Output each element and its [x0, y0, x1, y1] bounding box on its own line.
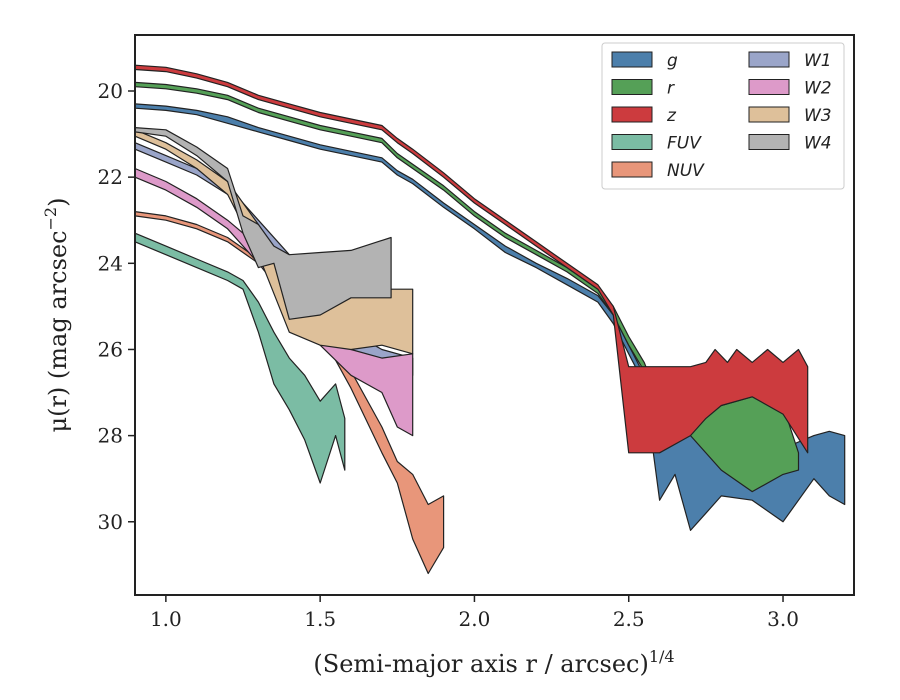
x-tick-label: 2.0	[459, 607, 491, 631]
legend-swatch-g	[611, 51, 653, 68]
legend-swatch-r	[611, 79, 653, 95]
legend-label-w3: W3	[804, 106, 832, 126]
x-tick-label: 3.0	[767, 607, 799, 631]
area-z	[134, 64, 809, 454]
area-w4	[134, 126, 392, 320]
plot-frame	[134, 34, 855, 596]
legend: grz FUV NUV W1 W2 W3 W4	[601, 42, 845, 190]
legend-swatch-w4	[748, 134, 790, 150]
area-fuv	[134, 232, 346, 484]
legend-label-w2: W2	[804, 79, 832, 99]
y-tick-label: 26	[98, 337, 123, 361]
y-tick-label: 30	[98, 510, 123, 534]
legend-label-fuv: FUV	[667, 134, 702, 154]
legend-entries: grz FUV NUV W1 W2 W3 W4	[611, 51, 832, 181]
y-axis: 20 22 24 26 28 30	[98, 79, 135, 534]
x-tick-label: 1.5	[304, 607, 336, 631]
x-axis-label: (Semi-major axis r / arcsec)1/4	[313, 647, 674, 678]
legend-swatch-w2	[748, 79, 790, 95]
y-tick-label: 24	[98, 251, 123, 275]
x-axis: 1.0 1.5 2.0 2.5 3.0	[150, 595, 799, 631]
area-r	[134, 81, 800, 493]
y-axis-label-close: )	[44, 198, 72, 207]
legend-swatch-fuv	[611, 134, 653, 150]
legend-label-r: r	[667, 79, 675, 99]
y-tick-label: 20	[98, 79, 123, 103]
x-tick-label: 1.0	[150, 607, 182, 631]
series-areas	[134, 64, 846, 575]
legend-label-g: g	[667, 51, 678, 71]
legend-swatch-w1	[748, 51, 790, 68]
legend-label-w1: W1	[804, 51, 832, 71]
y-tick-label: 28	[98, 424, 123, 448]
legend-swatch-z	[611, 106, 653, 123]
x-tick-label: 2.5	[613, 607, 645, 631]
legend-label-nuv: NUV	[667, 161, 705, 181]
legend-label-w4: W4	[804, 134, 832, 154]
y-axis-label-exponent: −2	[41, 207, 60, 231]
y-axis-label: μ(r) (mag arcsec−2)	[41, 198, 72, 433]
y-tick-label: 22	[98, 165, 123, 189]
legend-swatch-w3	[748, 106, 790, 123]
x-axis-label-exponent: 1/4	[649, 647, 675, 666]
legend-label-z: z	[666, 106, 677, 126]
legend-swatch-nuv	[611, 161, 653, 178]
